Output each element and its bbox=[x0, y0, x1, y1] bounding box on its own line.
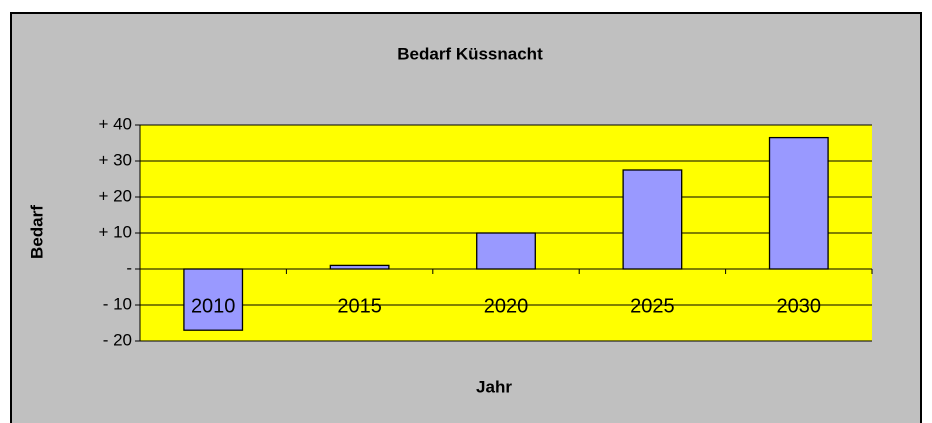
y-tick-label: - 20 bbox=[103, 330, 132, 349]
y-tick-label: + 20 bbox=[98, 186, 132, 205]
y-tick-label: + 30 bbox=[98, 150, 132, 169]
bar bbox=[476, 232, 536, 270]
x-tick-label: 2015 bbox=[337, 295, 382, 317]
x-tick-label: 2030 bbox=[777, 295, 822, 317]
x-tick-label: 2025 bbox=[630, 295, 675, 317]
x-tick-label: 2020 bbox=[484, 295, 529, 317]
y-tick-label: - 10 bbox=[103, 294, 132, 313]
bar bbox=[329, 264, 390, 270]
y-tick-label: - bbox=[126, 258, 132, 277]
bar bbox=[622, 169, 683, 270]
y-tick-label: + 10 bbox=[98, 222, 132, 241]
y-tick-label: + 40 bbox=[98, 114, 132, 133]
bar bbox=[768, 136, 829, 270]
x-tick-label: 2010 bbox=[191, 295, 236, 317]
y-axis-title: Bedarf bbox=[27, 205, 46, 259]
chart-title: Bedarf Küssnacht bbox=[397, 44, 543, 63]
x-axis-title: Jahr bbox=[476, 377, 512, 396]
